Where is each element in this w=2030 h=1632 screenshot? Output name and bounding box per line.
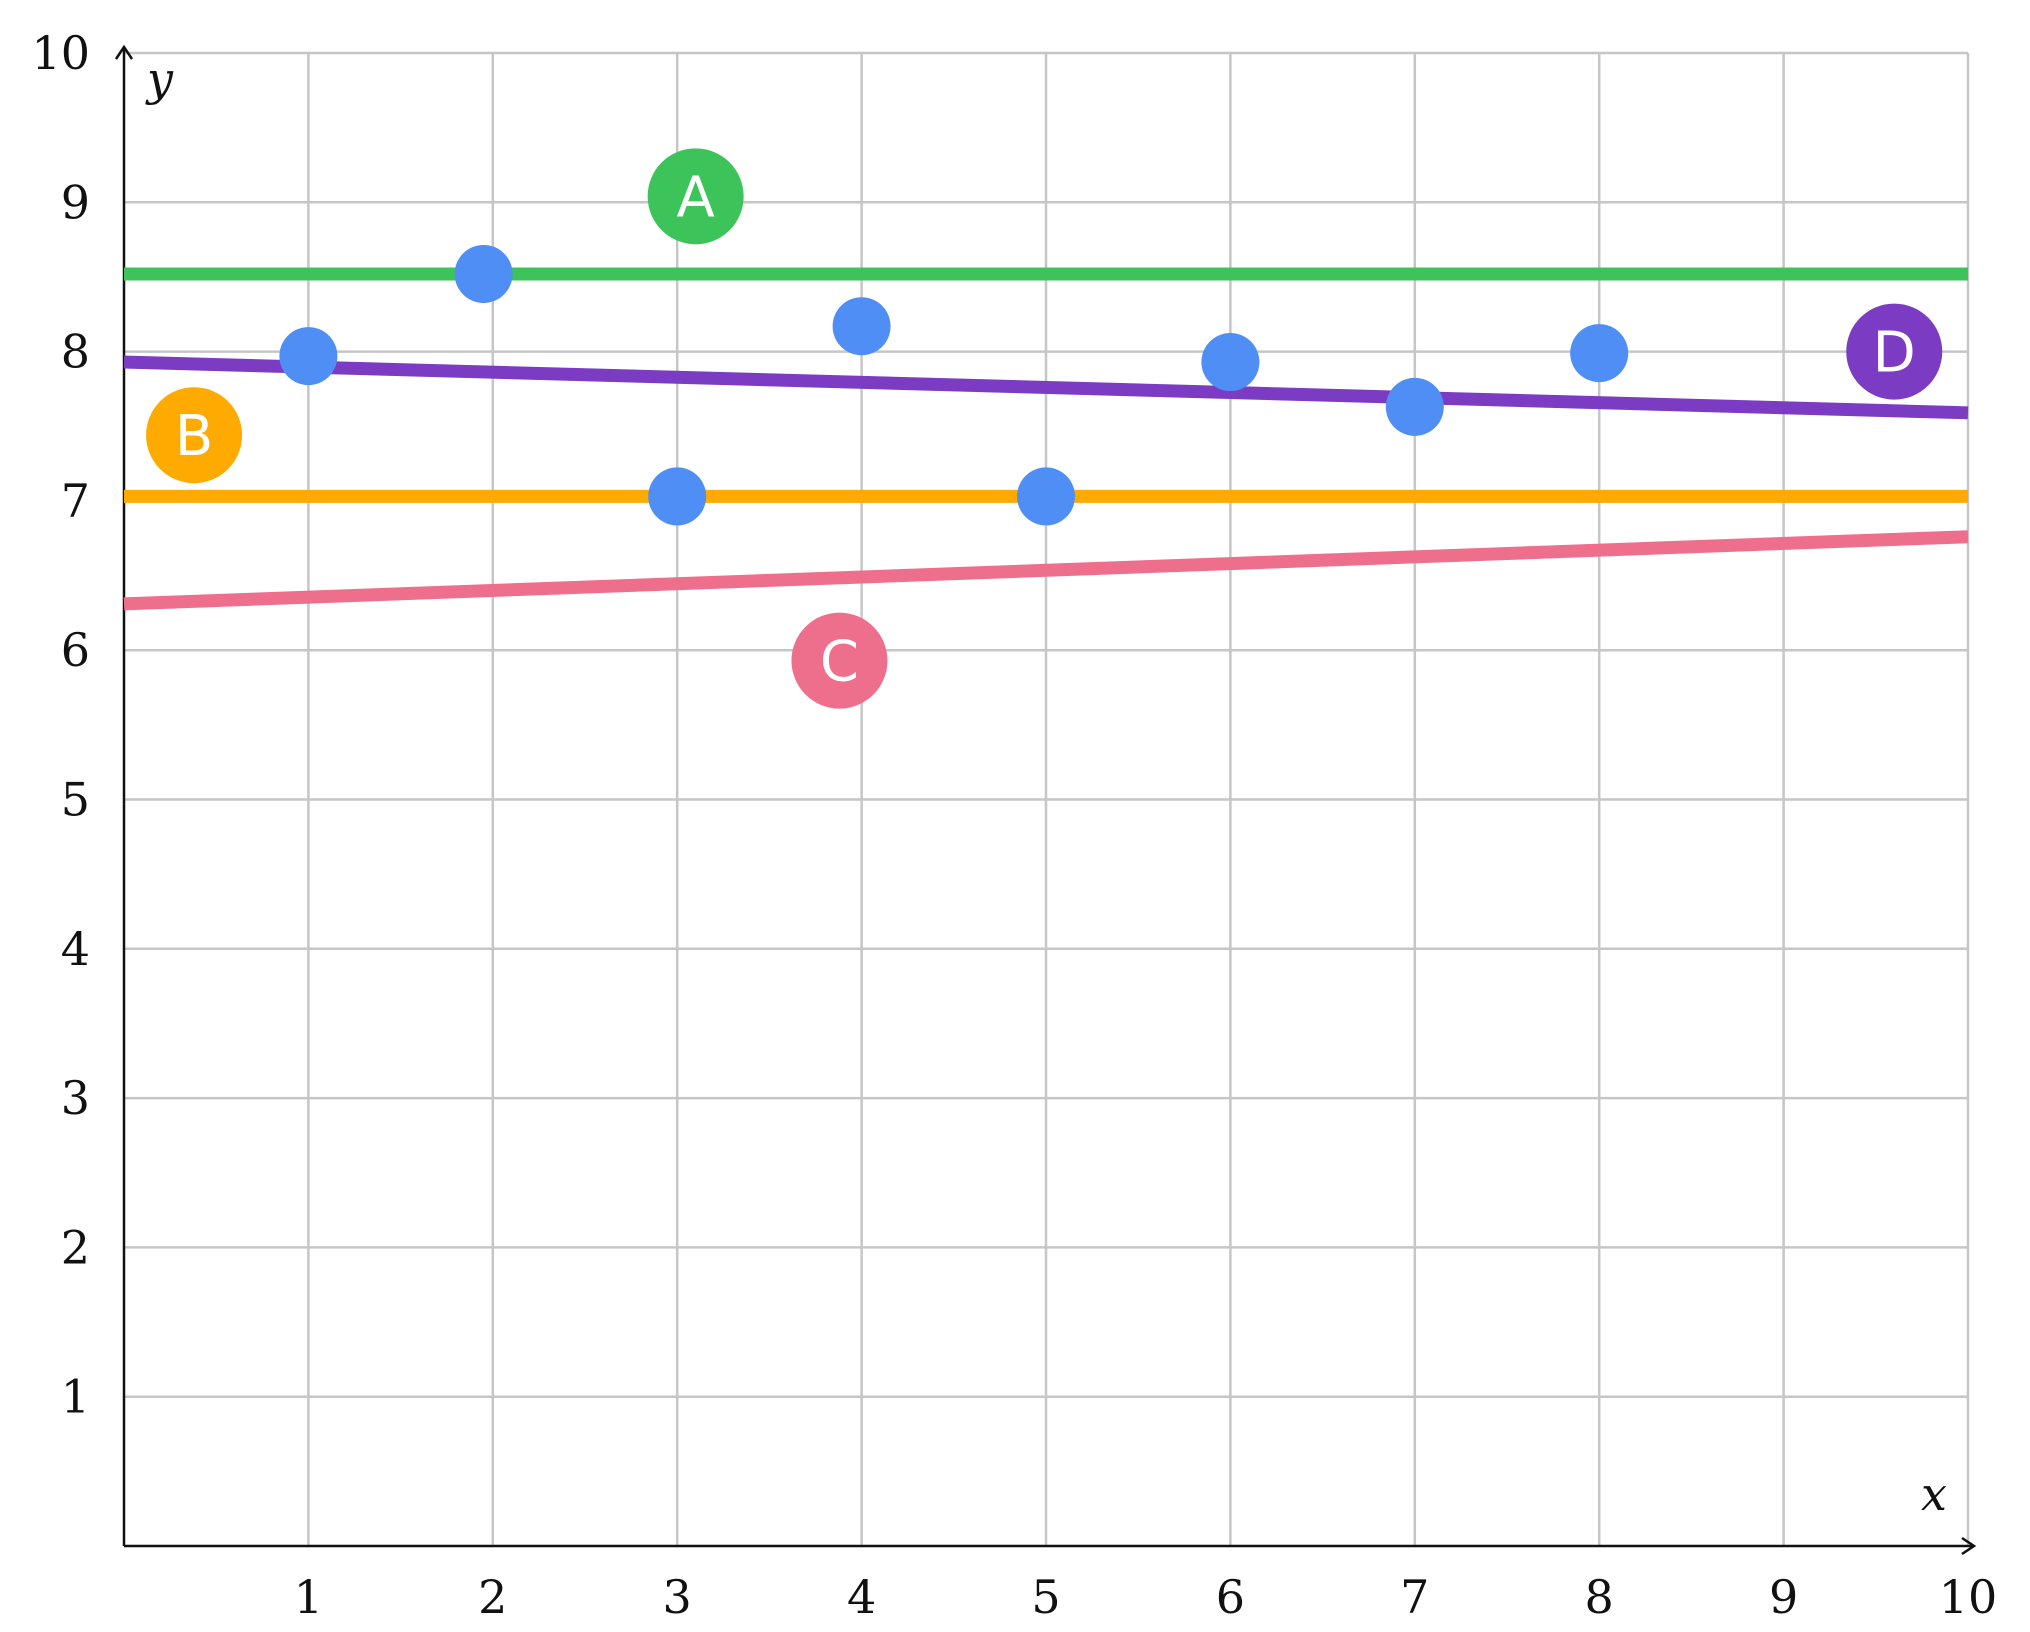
y-tick-label: 8	[61, 325, 90, 379]
tick-labels: 1 2 3 4 5 6 7 8 9 10 1 2 3 4 5 6 7 8 9 10	[31, 26, 1997, 1624]
data-points	[279, 244, 1629, 526]
x-tick-label: 2	[478, 1570, 507, 1624]
y-tick-label: 4	[61, 922, 90, 976]
scatter-point	[1017, 467, 1075, 526]
y-tick-label: 9	[61, 175, 90, 229]
x-axis-arrow-icon	[1961, 1536, 1977, 1556]
y-axis-label: y	[145, 52, 174, 106]
x-tick-label: 7	[1400, 1570, 1429, 1624]
y-axis-arrow-icon	[114, 44, 134, 60]
y-tick-label: 7	[61, 474, 90, 528]
badge-circle	[647, 148, 744, 245]
badge-letter: B	[175, 404, 213, 469]
badge-circle	[1846, 303, 1943, 400]
x-tick-label: 10	[1939, 1570, 1998, 1624]
scatter-point	[1570, 324, 1629, 383]
y-tick-label: 1	[61, 1370, 90, 1424]
x-tick-label: 5	[1031, 1570, 1060, 1624]
line-c	[123, 530, 1969, 611]
x-tick-label: 4	[847, 1570, 876, 1624]
axes	[114, 44, 1977, 1556]
badge-letter: D	[1873, 321, 1916, 386]
line-label-badge-c: C	[791, 612, 888, 709]
y-tick-label: 3	[61, 1071, 90, 1125]
scatter-point	[1385, 377, 1444, 436]
badge-circle	[146, 387, 243, 484]
x-tick-label: 9	[1769, 1570, 1798, 1624]
line-label-badge-d: D	[1846, 303, 1943, 400]
x-tick-label: 8	[1585, 1570, 1614, 1624]
line-label-badge-a: A	[647, 148, 744, 245]
y-tick-label: 2	[61, 1220, 90, 1274]
x-tick-label: 3	[663, 1570, 692, 1624]
x-axis-label: x	[1921, 1467, 1947, 1521]
y-tick-label: 5	[61, 773, 90, 827]
badge-circle	[791, 612, 888, 709]
badge-letter: C	[820, 630, 859, 695]
line-label-badge-b: B	[146, 387, 243, 484]
y-tick-label: 10	[31, 26, 90, 80]
scatter-point	[1201, 333, 1260, 392]
y-tick-label: 6	[61, 623, 90, 677]
line-labels: A B C D	[146, 148, 1943, 709]
line-d	[123, 355, 1969, 420]
series-lines	[123, 267, 1969, 611]
scatter-point	[279, 327, 338, 386]
scatter-point	[832, 297, 891, 356]
scatter-point	[454, 244, 513, 303]
x-tick-label: 6	[1216, 1570, 1245, 1624]
x-tick-label: 1	[294, 1570, 323, 1624]
badge-letter: A	[676, 165, 714, 230]
scatter-point	[648, 467, 707, 526]
